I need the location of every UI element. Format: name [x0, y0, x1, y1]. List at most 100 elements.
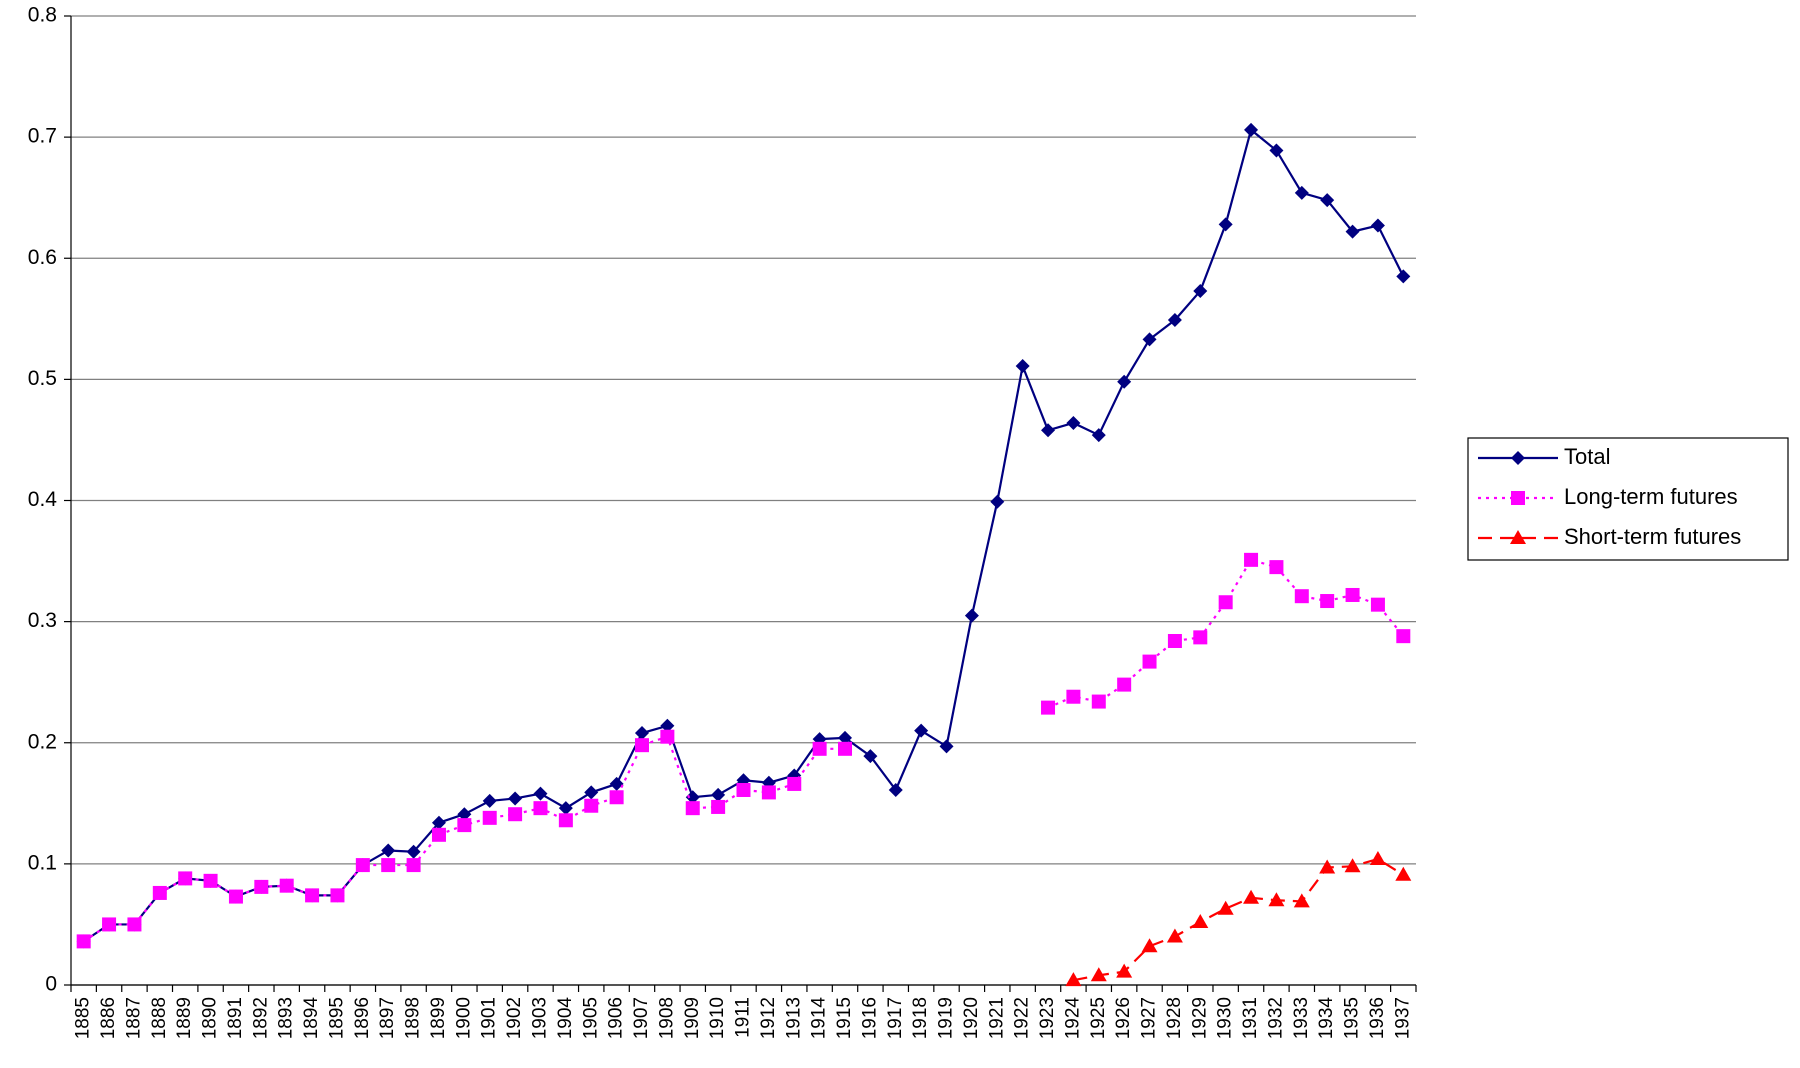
- x-tick-label: 1906: [606, 997, 627, 1039]
- marker: [1293, 893, 1310, 908]
- x-tick-label: 1935: [1342, 997, 1363, 1039]
- x-tick-label: 1907: [631, 997, 652, 1039]
- marker: [76, 934, 91, 949]
- x-tick-label: 1928: [1164, 997, 1185, 1039]
- marker: [431, 827, 446, 842]
- x-tick-label: 1896: [352, 997, 373, 1039]
- x-tick-label: 1902: [504, 997, 525, 1039]
- marker: [761, 785, 776, 800]
- series-line: [83, 735, 846, 943]
- marker: [1269, 143, 1284, 158]
- x-tick-label: 1898: [403, 997, 424, 1039]
- marker: [1269, 560, 1284, 575]
- marker: [482, 810, 497, 825]
- marker: [558, 801, 573, 816]
- marker: [1369, 851, 1386, 866]
- marker: [431, 815, 446, 830]
- marker: [203, 873, 218, 888]
- marker: [609, 776, 624, 791]
- marker: [660, 718, 675, 733]
- marker: [1345, 587, 1360, 602]
- marker: [152, 885, 167, 900]
- marker: [584, 785, 599, 800]
- y-tick-label: 0.1: [28, 851, 57, 874]
- marker: [1142, 332, 1157, 347]
- x-tick-label: 1908: [656, 997, 677, 1039]
- x-tick-label: 1885: [73, 997, 94, 1039]
- marker: [533, 801, 548, 816]
- marker: [381, 858, 396, 873]
- x-tick-label: 1923: [1037, 997, 1058, 1039]
- marker: [1166, 928, 1183, 943]
- marker: [1370, 218, 1385, 233]
- x-tick-label: 1886: [98, 997, 119, 1039]
- x-tick-label: 1911: [733, 997, 754, 1038]
- x-tick-label: 1930: [1215, 997, 1236, 1039]
- marker: [1243, 889, 1260, 904]
- marker: [584, 798, 599, 813]
- marker: [939, 739, 954, 754]
- x-tick-label: 1920: [961, 997, 982, 1039]
- marker: [178, 871, 193, 886]
- marker: [812, 741, 827, 756]
- marker: [634, 726, 649, 741]
- marker: [634, 738, 649, 753]
- marker: [1090, 967, 1107, 982]
- marker: [685, 801, 700, 816]
- marker: [1395, 866, 1412, 881]
- x-tick-label: 1919: [936, 997, 957, 1039]
- marker: [1091, 428, 1106, 443]
- x-tick-label: 1909: [682, 997, 703, 1039]
- y-tick-label: 0.8: [28, 4, 57, 27]
- marker: [711, 799, 726, 814]
- x-tick-label: 1937: [1392, 997, 1413, 1039]
- x-tick-label: 1893: [276, 997, 297, 1039]
- marker: [558, 813, 573, 828]
- x-tick-label: 1891: [225, 997, 246, 1039]
- marker: [1344, 858, 1361, 873]
- legend-label: Total: [1564, 444, 1610, 469]
- x-tick-label: 1926: [1113, 997, 1134, 1039]
- marker: [838, 730, 853, 745]
- legend-label: Long-term futures: [1564, 484, 1738, 509]
- marker: [1065, 972, 1082, 987]
- marker: [406, 858, 421, 873]
- y-tick-label: 0: [45, 973, 57, 996]
- marker: [1091, 694, 1106, 709]
- marker: [1015, 359, 1030, 374]
- marker: [330, 888, 345, 903]
- marker: [1117, 374, 1132, 389]
- marker: [1066, 415, 1081, 430]
- marker: [1320, 193, 1335, 208]
- x-tick-label: 1901: [479, 997, 500, 1039]
- marker: [228, 889, 243, 904]
- marker: [1217, 900, 1234, 915]
- x-tick-label: 1892: [250, 997, 271, 1039]
- x-tick-label: 1916: [859, 997, 880, 1039]
- x-tick-label: 1894: [301, 997, 322, 1040]
- marker: [1041, 700, 1056, 715]
- x-tick-label: 1903: [529, 997, 550, 1039]
- marker: [1041, 423, 1056, 438]
- x-tick-label: 1900: [453, 997, 474, 1039]
- marker: [1268, 892, 1285, 907]
- marker: [102, 917, 117, 932]
- marker: [1218, 595, 1233, 610]
- marker: [1193, 630, 1208, 645]
- marker: [1244, 552, 1259, 567]
- marker: [279, 878, 294, 893]
- x-tick-label: 1932: [1265, 997, 1286, 1039]
- x-tick-label: 1914: [809, 997, 830, 1040]
- y-tick-label: 0.7: [28, 125, 57, 148]
- x-tick-label: 1925: [1088, 997, 1109, 1039]
- legend-label: Short-term futures: [1564, 524, 1741, 549]
- marker: [1510, 530, 1526, 544]
- marker: [787, 776, 802, 791]
- x-tick-label: 1934: [1316, 997, 1337, 1040]
- marker: [406, 844, 421, 859]
- marker: [1167, 313, 1182, 328]
- marker: [1117, 677, 1132, 692]
- marker: [1320, 594, 1335, 609]
- x-tick-label: 1887: [123, 997, 144, 1039]
